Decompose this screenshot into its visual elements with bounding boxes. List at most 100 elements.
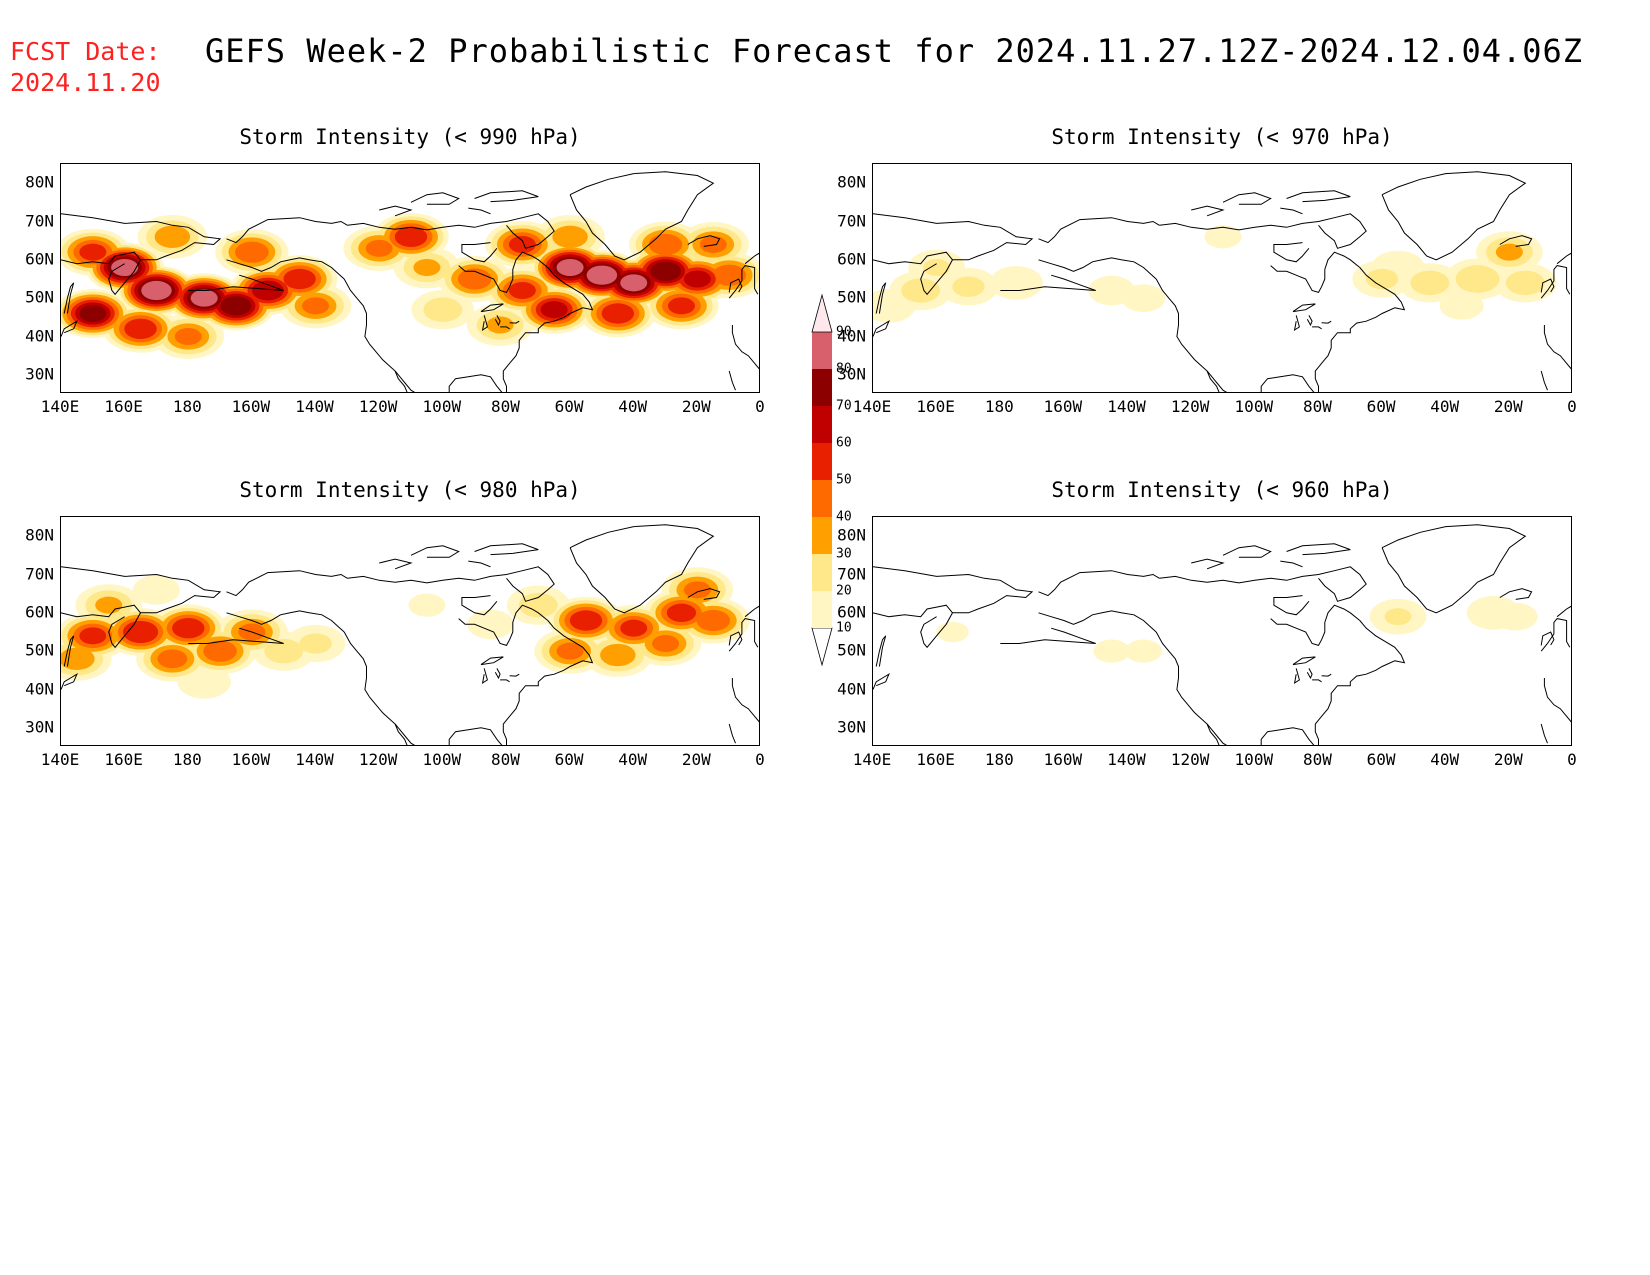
x-tick-label: 0: [755, 397, 765, 416]
coastline: [1543, 678, 1571, 723]
coastline: [1000, 274, 1096, 291]
coastline: [728, 278, 743, 293]
probability-contour: [177, 665, 231, 699]
probability-contour: [154, 225, 191, 249]
coastline: [1191, 558, 1225, 570]
x-axis-labels: 140E 160E 180 160W 140W 120W 100W 80W 60W 40W 20W 0: [41, 748, 765, 769]
coastline: [1159, 574, 1319, 584]
x-tick-label: 40W: [618, 750, 648, 769]
probability-contour: [133, 575, 180, 605]
coastline: [500, 326, 510, 330]
colorbar-segment: [811, 293, 833, 333]
colorbar-label: 50: [836, 472, 852, 488]
x-tick-label: 60W: [554, 397, 584, 416]
coastline: [494, 668, 501, 680]
coastline: [1556, 252, 1571, 265]
coastline: [343, 631, 408, 745]
coastline: [873, 566, 1034, 614]
coastline: [394, 370, 416, 392]
probability-contour: [1495, 243, 1523, 261]
probability-contour: [172, 617, 205, 639]
coastline: [468, 560, 491, 568]
probability-contour: [683, 270, 711, 288]
coastline: [494, 315, 501, 327]
probability-contour: [989, 266, 1043, 300]
coastline: [569, 524, 715, 614]
coastline: [1260, 727, 1315, 745]
probability-contour: [648, 233, 683, 256]
probability-contour: [508, 282, 536, 299]
coastline: [1540, 370, 1548, 391]
map-panel-960: Storm Intensity (< 960 hPa) 80N 70N 60N 50N…: [812, 478, 1577, 769]
x-tick-label: 160W: [231, 750, 271, 769]
y-tick-label: 40N: [25, 679, 54, 698]
colorbar-label: 40: [836, 509, 852, 525]
coastline: [502, 267, 594, 392]
map-svg: [873, 171, 1571, 392]
x-tick-label: 80W: [1303, 750, 1332, 769]
probability-field: [61, 567, 750, 699]
y-tick-label: 50N: [25, 640, 54, 660]
coastline: [506, 213, 555, 249]
probability-contour: [1125, 639, 1162, 663]
x-tick-label: 20W: [681, 750, 711, 769]
coastline: [1381, 524, 1527, 614]
colorbar-label: 30: [836, 546, 852, 562]
coastline: [687, 235, 721, 247]
coastline: [1499, 235, 1533, 247]
coastline: [1038, 570, 1160, 597]
probability-contour: [552, 225, 588, 249]
coastline: [1222, 545, 1272, 558]
coastlines: [873, 171, 1571, 392]
panel-title: Storm Intensity (< 980 hPa): [239, 478, 581, 502]
fcst-date-block: FCST Date: 2024.11.20: [10, 36, 161, 98]
probability-contour: [264, 638, 304, 664]
y-tick-label: 50N: [837, 640, 866, 660]
coastline: [1293, 668, 1300, 685]
x-tick-label: 120W: [1170, 750, 1210, 769]
probability-contour: [540, 301, 568, 319]
map-area: [872, 163, 1572, 393]
coastline: [569, 171, 715, 261]
probability-contour: [283, 268, 316, 290]
map-area: [60, 516, 760, 746]
x-tick-label: 100W: [1234, 750, 1274, 769]
y-axis-labels: 80N 70N 60N 50N 40N 30N: [0, 516, 54, 746]
probability-contour: [666, 603, 697, 623]
y-tick-label: 30N: [25, 364, 54, 384]
panel-title: Storm Intensity (< 970 hPa): [1051, 125, 1393, 149]
x-tick-label: 20W: [1493, 397, 1523, 416]
probability-contour: [1439, 291, 1484, 320]
coastline: [226, 570, 348, 597]
colorbar-segment: [812, 332, 832, 369]
map-area: [872, 516, 1572, 746]
coastline: [61, 319, 78, 337]
probability-contour: [901, 278, 941, 303]
coastline: [481, 668, 488, 685]
coastline: [1038, 610, 1157, 633]
y-tick-label: 40N: [837, 326, 866, 345]
probability-contour: [111, 259, 139, 276]
probability-contour: [486, 316, 514, 334]
x-tick-label: 80W: [1303, 397, 1332, 416]
coastlines: [873, 524, 1571, 745]
coastline: [873, 672, 890, 690]
coastline: [687, 588, 721, 600]
x-tick-label: 0: [1567, 397, 1577, 416]
y-tick-label: 60N: [837, 602, 866, 622]
x-tick-label: 140W: [1107, 397, 1146, 416]
probability-contour: [365, 239, 393, 257]
coastline: [461, 595, 498, 616]
coastline: [1314, 620, 1406, 745]
map-panel-980: Storm Intensity (< 980 hPa) 80N 70N 60N 50N…: [0, 478, 765, 769]
probability-contour: [457, 268, 492, 290]
coastline: [474, 190, 539, 203]
probability-contour: [600, 643, 636, 667]
panel-title: Storm Intensity (< 960 hPa): [1051, 478, 1393, 502]
y-tick-label: 60N: [837, 249, 866, 269]
probability-contour: [408, 593, 446, 617]
y-tick-label: 70N: [25, 211, 54, 230]
coastline: [1306, 668, 1313, 680]
coastline: [1540, 618, 1571, 652]
probability-contour: [220, 296, 252, 316]
